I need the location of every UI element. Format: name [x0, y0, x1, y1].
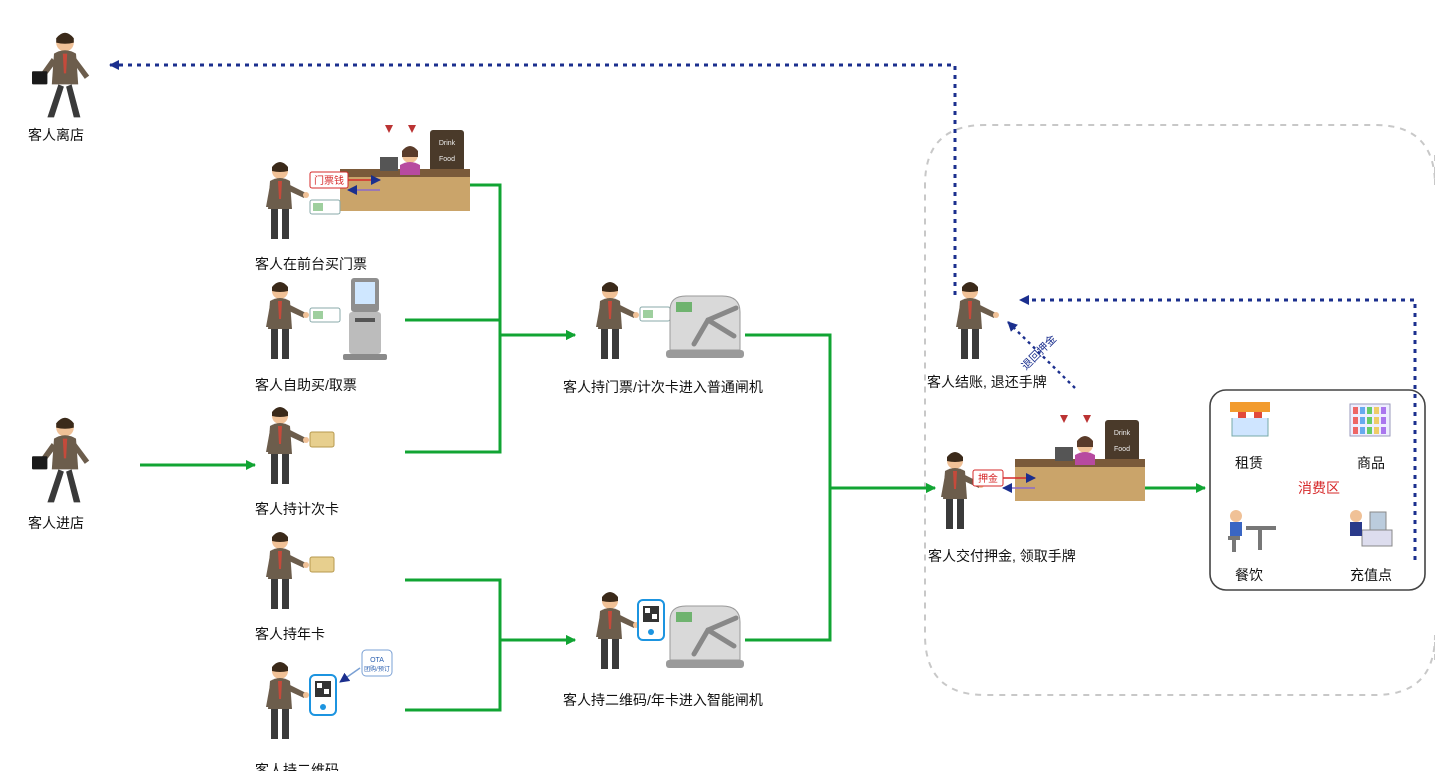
label-gate-smart: 客人持二维码/年卡进入智能闸机 [563, 690, 763, 710]
label-buy-desk: 客人在前台买门票 [255, 254, 367, 274]
svg-text:OTA: OTA [370, 657, 384, 664]
svg-text:Drink: Drink [439, 140, 456, 147]
label-gate-normal: 客人持门票/计次卡进入普通闸机 [563, 377, 763, 397]
svg-text:团购/预订: 团购/预订 [364, 665, 390, 673]
label-goods: 商品 [1357, 453, 1385, 473]
label-zone: 消费区 [1298, 478, 1340, 498]
label-leave: 客人离店 [28, 125, 84, 145]
label-hold-qr: 客人持二维码 [255, 760, 339, 771]
label-hold-year: 客人持年卡 [255, 624, 325, 644]
label-topup: 充值点 [1350, 565, 1392, 585]
label-rent: 租赁 [1235, 453, 1263, 473]
label-food: 餐饮 [1235, 565, 1263, 585]
svg-text:押金: 押金 [978, 472, 998, 485]
label-self-kiosk: 客人自助买/取票 [255, 375, 357, 395]
label-hold-count: 客人持计次卡 [255, 499, 339, 519]
label-enter: 客人进店 [28, 513, 84, 533]
label-settle: 客人结账, 退还手牌 [927, 372, 1047, 392]
label-deposit: 客人交付押金, 领取手牌 [928, 546, 1076, 566]
svg-text:门票钱: 门票钱 [314, 174, 344, 187]
svg-text:Food: Food [1114, 446, 1130, 453]
svg-text:Food: Food [439, 156, 455, 163]
svg-text:Drink: Drink [1114, 430, 1131, 437]
